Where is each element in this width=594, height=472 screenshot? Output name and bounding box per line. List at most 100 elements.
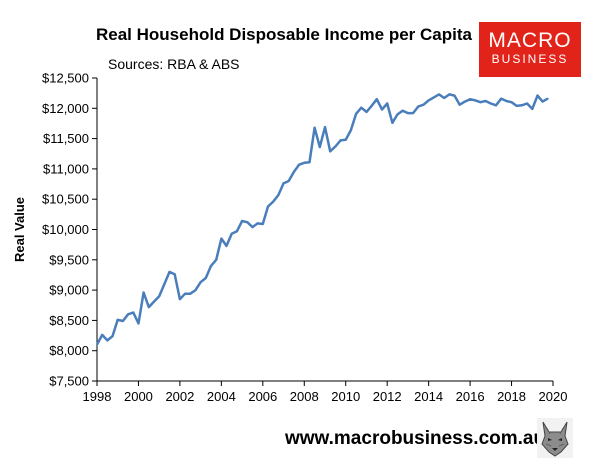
- data-point: [303, 161, 306, 164]
- data-point: [204, 277, 207, 279]
- data-point: [365, 111, 368, 113]
- data-point: [184, 292, 187, 295]
- data-point: [417, 105, 420, 108]
- data-point: [127, 313, 129, 316]
- x-tick-label: 2012: [373, 389, 402, 404]
- data-point: [381, 108, 383, 111]
- data-point: [313, 126, 316, 129]
- data-point: [521, 104, 523, 107]
- data-point: [137, 322, 140, 325]
- data-point: [412, 112, 414, 114]
- y-tick-label: $8,500: [49, 313, 89, 328]
- y-tick-label: $11,000: [43, 161, 89, 176]
- y-tick-label: $12,000: [42, 101, 89, 116]
- data-point: [147, 306, 150, 308]
- data-point: [474, 99, 477, 102]
- data-point: [173, 273, 176, 276]
- data-point: [469, 98, 471, 101]
- data-point: [479, 101, 482, 104]
- wolf-head-icon: [537, 418, 573, 458]
- data-point: [308, 161, 311, 164]
- data-point: [386, 102, 389, 105]
- y-tick-label: $7,500: [49, 374, 89, 389]
- data-point: [163, 283, 166, 285]
- data-point: [531, 108, 534, 110]
- data-point: [339, 139, 342, 142]
- data-point: [526, 102, 528, 105]
- data-point: [443, 97, 446, 99]
- data-point: [318, 146, 321, 149]
- data-point: [261, 223, 264, 225]
- data-point: [448, 93, 451, 96]
- website-url[interactable]: www.macrobusiness.com.au: [285, 428, 546, 449]
- data-point: [427, 99, 430, 102]
- data-point: [500, 97, 503, 100]
- data-point: [298, 163, 300, 166]
- y-tick-label: $10,500: [42, 192, 89, 207]
- x-tick-label: 2006: [248, 389, 277, 404]
- data-point: [272, 200, 275, 203]
- data-point: [350, 129, 352, 132]
- data-point: [355, 112, 357, 115]
- data-point: [210, 265, 212, 267]
- data-point: [464, 100, 466, 103]
- data-point: [344, 138, 347, 141]
- data-point: [370, 105, 373, 107]
- data-point: [132, 311, 135, 314]
- data-point: [225, 245, 228, 247]
- data-point: [282, 182, 285, 185]
- data-point: [158, 295, 161, 298]
- x-tick-label: 2016: [456, 389, 485, 404]
- data-point: [116, 318, 119, 321]
- data-point: [142, 291, 145, 294]
- data-point: [230, 232, 233, 235]
- y-tick-label: $10,000: [42, 222, 89, 237]
- data-point: [215, 258, 218, 261]
- y-axis-label: Real Value: [12, 197, 27, 262]
- y-tick-label: $11,500: [43, 131, 89, 146]
- data-point: [334, 145, 337, 148]
- data-point: [189, 292, 192, 295]
- data-point: [505, 100, 508, 102]
- data-point: [510, 101, 513, 104]
- chart-title: Real Household Disposable Income per Cap…: [96, 25, 472, 44]
- data-point: [432, 96, 435, 99]
- data-point: [407, 112, 409, 114]
- data-point: [396, 113, 399, 116]
- macrobusiness-logo[interactable]: MACRO BUSINESS: [479, 22, 581, 77]
- data-point: [251, 226, 254, 229]
- data-point: [236, 230, 238, 233]
- data-point: [168, 271, 171, 273]
- data-point: [360, 106, 363, 109]
- y-tick-label: $9,500: [49, 252, 89, 267]
- data-point: [324, 126, 326, 128]
- data-point: [111, 335, 114, 338]
- data-point: [546, 97, 549, 100]
- x-tick-label: 2008: [290, 389, 319, 404]
- data-point: [375, 98, 378, 101]
- data-point: [329, 150, 332, 153]
- data-point: [495, 104, 497, 107]
- data-point: [277, 194, 280, 196]
- x-tick-label: 2020: [539, 389, 568, 404]
- x-tick-label: 2018: [497, 389, 526, 404]
- data-point: [179, 298, 181, 301]
- data-point: [106, 339, 109, 342]
- data-point: [220, 237, 223, 240]
- data-point: [515, 105, 518, 107]
- logo-line-2: BUSINESS: [491, 52, 569, 66]
- data-point: [458, 103, 461, 106]
- data-point: [246, 221, 249, 224]
- data-point: [391, 121, 394, 124]
- y-tick-label: $9,000: [49, 283, 89, 298]
- data-point: [256, 222, 259, 225]
- x-tick-label: 2004: [207, 389, 236, 404]
- x-tick-label: 1998: [83, 389, 112, 404]
- x-tick-label: 2014: [414, 389, 443, 404]
- data-point: [96, 343, 98, 346]
- series-line: [95, 93, 549, 346]
- data-point: [199, 281, 202, 284]
- data-point: [453, 94, 456, 97]
- y-tick-label: $8,000: [49, 343, 89, 358]
